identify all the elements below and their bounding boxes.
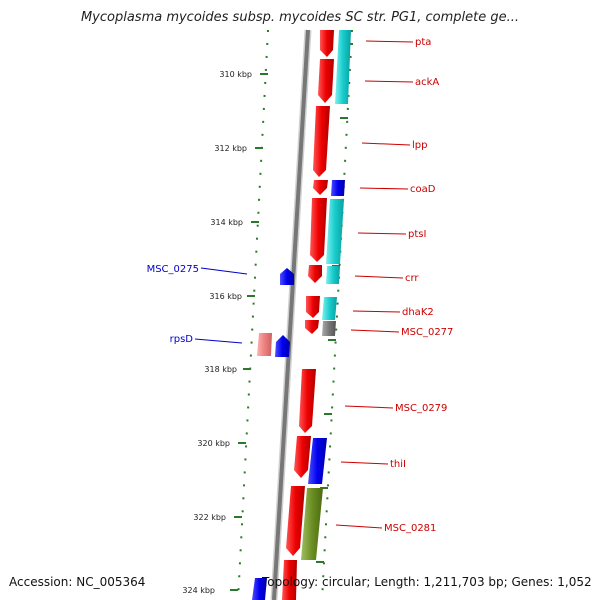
label-crr[interactable]: crr [405, 273, 419, 284]
scale-label-320: 320 kbp [197, 439, 230, 448]
track-cyan-4 [322, 297, 337, 320]
gene-ackA-arrow[interactable] [318, 59, 334, 103]
gene-MSC_0277-arrow[interactable] [305, 320, 319, 334]
genome-backbone [270, 29, 312, 600]
reverse-genes [257, 268, 294, 357]
label-lpp[interactable]: lpp [412, 140, 427, 151]
label-connectors [194, 40, 414, 529]
gene-pink-arrow[interactable] [257, 333, 272, 356]
gene-lpp-arrow[interactable] [313, 106, 330, 177]
label-rpsD[interactable]: rpsD [170, 334, 194, 345]
gene-blue-coaD-adjacent[interactable] [331, 180, 345, 196]
scale-label-318: 318 kbp [204, 365, 237, 374]
track-cyan-1 [335, 30, 351, 104]
label-dhaK2[interactable]: dhaK2 [402, 307, 434, 318]
scale-label-322: 322 kbp [193, 513, 226, 522]
track-olive-1 [301, 488, 323, 560]
label-ackA[interactable]: ackA [415, 77, 439, 88]
reverse-track-right [252, 180, 345, 600]
gene-dhaK2-arrow[interactable] [306, 296, 320, 318]
track-cyan-2 [326, 199, 344, 264]
track-cyan-3 [326, 266, 340, 284]
gene-ptsI-arrow[interactable] [310, 198, 327, 262]
genome-title: Mycoplasma mycoides subsp. mycoides SC s… [80, 10, 520, 25]
scale-labels: 310 kbp 312 kbp 314 kbp 316 kbp 318 kbp … [182, 70, 252, 595]
gene-coaD-arrow[interactable] [313, 180, 328, 195]
label-pta[interactable]: pta [415, 37, 431, 48]
gene-MSC_0279-arrow[interactable] [299, 369, 316, 433]
gene-MSC_0281-arrow[interactable] [286, 486, 305, 556]
gene-blue-bottom[interactable] [252, 578, 267, 600]
scale-label-316: 316 kbp [209, 292, 242, 301]
gene-rpsD-arrow[interactable] [275, 335, 290, 357]
scale-label-310: 310 kbp [219, 70, 252, 79]
label-MSC_0277[interactable]: MSC_0277 [401, 327, 453, 338]
accession-text: Accession: NC_005364 [9, 575, 146, 589]
gene-bottom-arrow[interactable] [282, 560, 297, 600]
label-MSC_0279[interactable]: MSC_0279 [395, 403, 447, 414]
label-MSC_0281[interactable]: MSC_0281 [384, 523, 436, 534]
gene-labels: pta ackA lpp coaD ptsI crr dhaK2 MSC_027… [147, 37, 454, 534]
scale-label-324: 324 kbp [182, 586, 215, 595]
gene-MSC_0275-arrow[interactable] [280, 268, 294, 285]
label-ptsI[interactable]: ptsI [408, 229, 426, 240]
gene-crr-arrow[interactable] [308, 265, 322, 283]
label-coaD[interactable]: coaD [410, 184, 436, 195]
gene-thiI-arrow[interactable] [294, 436, 311, 478]
forward-genes [282, 30, 334, 600]
label-thiI[interactable]: thiI [390, 459, 406, 470]
gene-pta-arrow[interactable] [320, 30, 334, 57]
label-MSC_0275[interactable]: MSC_0275 [147, 264, 199, 275]
scale-label-312: 312 kbp [214, 144, 247, 153]
gene-blue-thiI-adjacent[interactable] [308, 438, 327, 484]
secondary-track [301, 30, 351, 560]
track-grey-1 [322, 321, 336, 336]
summary-text: Topology: circular; Length: 1,211,703 bp… [262, 575, 592, 589]
scale-label-314: 314 kbp [210, 218, 243, 227]
